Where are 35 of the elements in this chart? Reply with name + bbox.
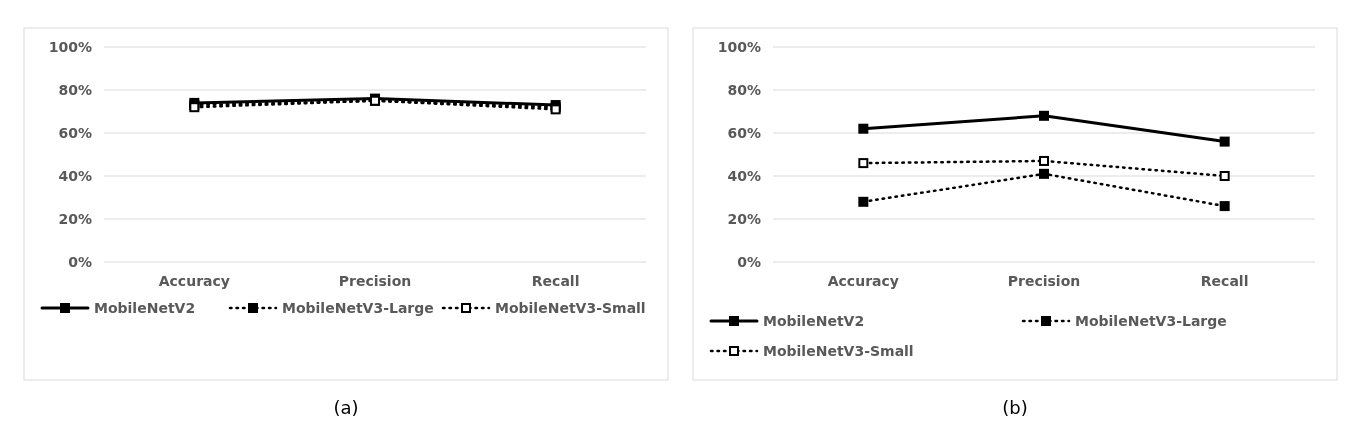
y-tick-label: 60%: [58, 124, 92, 141]
y-tick-label: 20%: [727, 210, 761, 227]
point: [1039, 168, 1049, 179]
point: [1219, 136, 1230, 147]
y-tick-label: 40%: [727, 167, 761, 184]
y-tick-label: 40%: [58, 167, 92, 184]
x-tick-label: Precision: [1007, 273, 1081, 289]
point: [1219, 201, 1230, 212]
y-tick-label: 0%: [737, 253, 761, 270]
point: [858, 196, 869, 207]
point: [858, 123, 869, 134]
point: [1039, 110, 1049, 121]
y-tick-label: 0%: [68, 253, 92, 270]
x-tick-label: Recall: [1200, 273, 1249, 289]
x-tick-label: Accuracy: [158, 273, 230, 289]
point: [858, 158, 869, 169]
legend-label: MobileNetV3-Large: [282, 299, 434, 316]
point: [1219, 171, 1230, 181]
x-tick-label: Recall: [531, 273, 580, 289]
y-tick-label: 100%: [717, 38, 761, 55]
x-tick-label: Precision: [338, 273, 412, 289]
legend-label: MobileNetV2: [94, 299, 196, 316]
legend-label: MobileNetV3-Small: [495, 299, 646, 316]
y-tick-label: 100%: [48, 38, 92, 55]
text: (b): [1002, 397, 1028, 418]
x-tick-label: Accuracy: [827, 273, 899, 289]
legend-label: MobileNetV3-Large: [1075, 312, 1227, 329]
text: (a): [333, 397, 359, 418]
y-tick-label: 80%: [727, 81, 761, 98]
legend-label: MobileNetV2: [763, 312, 865, 329]
y-tick-label: 80%: [58, 81, 92, 98]
point: [1039, 155, 1049, 166]
y-tick-label: 20%: [58, 210, 92, 227]
legend-label: MobileNetV3-Small: [763, 342, 914, 359]
y-tick-label: 60%: [727, 124, 761, 141]
